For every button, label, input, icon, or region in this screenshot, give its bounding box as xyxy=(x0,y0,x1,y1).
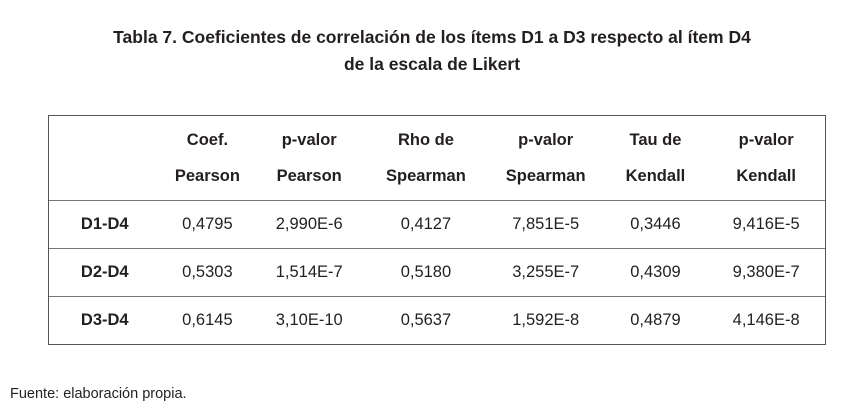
column-header: p-valor Kendall xyxy=(707,116,825,201)
table-cell: 3,255E-7 xyxy=(487,248,604,297)
table-cell: 0,4309 xyxy=(603,248,708,297)
header-line xyxy=(49,122,161,158)
header-line: p-valor xyxy=(738,131,794,149)
column-header xyxy=(49,116,161,201)
header-line: Tau de xyxy=(629,131,682,149)
table-cell: 0,4127 xyxy=(364,200,488,249)
column-header: p-valor Pearson xyxy=(254,116,364,201)
column-header: Rho de Spearman xyxy=(364,116,488,201)
table-cell: 2,990E-6 xyxy=(254,200,365,249)
table-cell: 3,10E-10 xyxy=(254,296,365,344)
header-line: Spearman xyxy=(505,167,586,185)
title-line: de la escala de Likert xyxy=(343,54,521,74)
table-row: D2-D4 0,5303 1,514E-7 0,5180 3,255E-7 0,4309 9… xyxy=(49,248,825,297)
table-cell: 9,380E-7 xyxy=(707,248,825,297)
source-note: Fuente: elaboración propia. xyxy=(10,386,187,402)
table-cell: 0,4879 xyxy=(603,296,708,344)
row-label: D3-D4 xyxy=(49,296,161,344)
table-cell: 0,5303 xyxy=(160,248,255,297)
table-title: Tabla 7. Coeficientes de correlación de … xyxy=(0,24,864,78)
table-cell: 0,4795 xyxy=(160,200,255,249)
header-line: Pearson xyxy=(276,167,342,185)
table-cell: 1,514E-7 xyxy=(254,248,365,297)
header-line: p-valor xyxy=(518,131,574,149)
correlation-table: Coef. Pearson p-valor Pearson Rho de Spearman… xyxy=(49,116,825,344)
table-cell: 9,416E-5 xyxy=(707,200,825,249)
header-line xyxy=(49,158,161,194)
correlation-table-box: Coef. Pearson p-valor Pearson Rho de Spearman… xyxy=(48,115,826,345)
table-cell: 7,851E-5 xyxy=(487,200,604,249)
header-row: Coef. Pearson p-valor Pearson Rho de Spearman… xyxy=(49,116,825,201)
table-row: D1-D4 0,4795 2,990E-6 0,4127 7,851E-5 0,3446 9… xyxy=(49,200,825,249)
header-line: Kendall xyxy=(736,167,796,185)
column-header: Tau de Kendall xyxy=(604,116,708,201)
row-label: D1-D4 xyxy=(49,200,161,249)
row-label: D2-D4 xyxy=(49,248,161,297)
column-header: Coef. Pearson xyxy=(161,116,255,201)
header-line: Spearman xyxy=(386,167,466,185)
column-header: p-valor Spearman xyxy=(488,116,604,201)
header-line: p-valor xyxy=(281,131,337,149)
table-row: D3-D4 0,6145 3,10E-10 0,5637 1,592E-8 0,4879 4… xyxy=(49,296,825,344)
table-cell: 0,3446 xyxy=(603,200,708,249)
header-line: Kendall xyxy=(625,167,686,185)
title-line: Tabla 7. Coeficientes de correlación de … xyxy=(113,27,751,47)
table-cell: 0,6145 xyxy=(160,296,255,344)
table-cell: 0,5180 xyxy=(364,248,488,297)
header-line: Rho de xyxy=(397,131,454,149)
header-line: Coef. xyxy=(186,131,229,149)
table-cell: 4,146E-8 xyxy=(707,296,825,344)
table-cell: 0,5637 xyxy=(364,296,488,344)
table-cell: 1,592E-8 xyxy=(487,296,604,344)
header-line: Pearson xyxy=(174,167,240,185)
